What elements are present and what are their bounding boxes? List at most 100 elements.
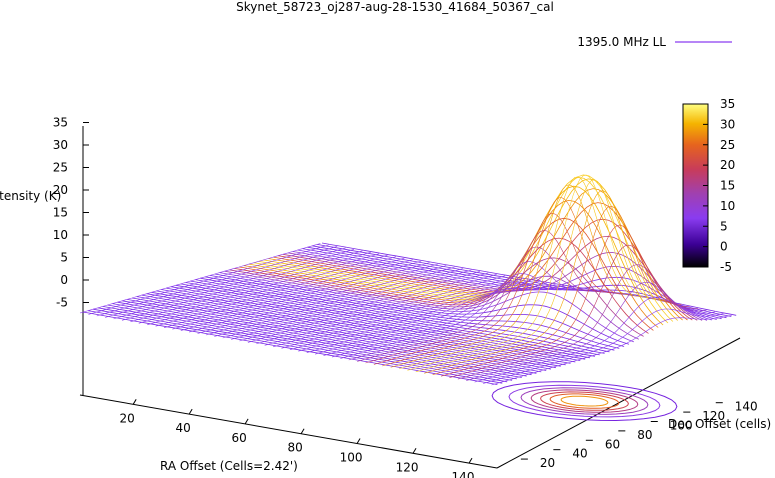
surface-row — [234, 237, 649, 334]
x-tick-mark — [244, 418, 249, 425]
x-tick-mark — [300, 428, 305, 434]
surface-column — [331, 282, 573, 358]
surface-column — [315, 284, 556, 355]
legend-label: 1395.0 MHz LL — [577, 35, 666, 49]
surface-row — [146, 293, 561, 367]
colorbar-tick-label: 10 — [720, 199, 735, 213]
x-tick-mark — [132, 399, 137, 405]
contour-line — [508, 384, 661, 418]
surface-row — [190, 280, 605, 354]
y-tick-label: 60 — [605, 437, 620, 451]
colorbar-tick-label: 5 — [720, 219, 728, 233]
surface-column — [214, 266, 455, 337]
z-tick-label: 30 — [53, 138, 68, 152]
x-tick-mark — [468, 457, 473, 464]
surface-row — [88, 310, 503, 384]
surface-column — [189, 262, 430, 333]
y-tick-label: 80 — [637, 428, 652, 442]
surface-row — [117, 301, 532, 376]
surface-row — [282, 235, 698, 321]
x-tick-label: 140 — [452, 470, 475, 478]
surface-column — [432, 205, 674, 375]
surface-row — [302, 248, 717, 320]
surface-column — [239, 271, 480, 342]
y-tick-label: 20 — [540, 456, 555, 470]
surface-row — [112, 303, 527, 377]
surface-row — [170, 286, 586, 360]
z-tick-label: 20 — [53, 183, 68, 197]
surface-row — [161, 289, 576, 363]
z-tick-label: 35 — [53, 116, 68, 130]
x-tick-label: 100 — [340, 451, 363, 465]
colorbar-tick-label: -5 — [720, 260, 732, 274]
surface-column — [105, 247, 346, 318]
surface-column — [474, 296, 716, 383]
surface-row — [214, 273, 630, 345]
surface-row — [151, 291, 566, 366]
colorbar-tick-label: 30 — [720, 117, 735, 131]
surface-column — [373, 212, 615, 365]
surface-column — [449, 244, 690, 378]
surface-column — [415, 179, 657, 373]
x-tick-mark — [356, 438, 361, 444]
surface-row — [224, 270, 639, 340]
z-tick-label: 5 — [60, 251, 68, 265]
surface-column — [340, 273, 581, 359]
surface-row — [83, 311, 498, 385]
surface-row — [287, 252, 703, 321]
surface-column — [491, 314, 732, 386]
surface-row — [127, 299, 542, 373]
surface-row — [278, 218, 693, 321]
x-tick-label: 40 — [176, 421, 191, 435]
surface-column — [197, 263, 438, 334]
surface-row — [243, 199, 659, 328]
x-tick-label: 20 — [120, 411, 135, 425]
colorbar-tick-label: 15 — [720, 179, 735, 193]
chart-title: Skynet_58723_oj287-aug-28-1530_41684_503… — [236, 0, 554, 14]
x-axis-label: RA Offset (Cells=2.42') — [160, 459, 298, 473]
surface-column — [155, 256, 396, 327]
surface-column — [138, 253, 380, 324]
contour-line — [549, 393, 620, 409]
surface-column — [289, 279, 531, 350]
x-tick-label: 80 — [287, 441, 302, 455]
surface-column — [298, 281, 539, 352]
contour-line — [530, 389, 639, 413]
surface-column — [222, 268, 464, 339]
surface-column — [130, 252, 371, 323]
contour-line — [491, 381, 678, 422]
contour-line — [560, 395, 609, 407]
surface-row — [219, 272, 635, 343]
x-tick-mark — [188, 408, 193, 415]
surface-row — [185, 282, 600, 356]
surface-column — [306, 282, 548, 353]
surface-column — [457, 264, 699, 380]
surface-column — [348, 261, 590, 361]
surface-row — [229, 257, 644, 337]
surface-column — [88, 244, 329, 315]
surface-mesh — [79, 174, 737, 386]
y-tick-label: 40 — [572, 447, 587, 461]
surface-column — [357, 246, 598, 362]
surface-column — [247, 272, 489, 343]
colorbar-tick-label: 0 — [720, 240, 728, 254]
contour-lines — [491, 381, 678, 422]
surface-row — [253, 176, 669, 324]
surface-column — [264, 275, 506, 346]
surface-row — [156, 290, 571, 364]
surface-column — [79, 243, 321, 314]
colorbar-tick-label: 35 — [720, 97, 735, 111]
surface-row — [141, 294, 556, 369]
z-tick-label: 0 — [60, 273, 68, 287]
surface-column — [323, 285, 564, 356]
surface-row — [297, 249, 712, 321]
surface-column — [96, 246, 338, 317]
colorbar-ticks: -5 0 5 10 15 20 25 30 35 — [703, 97, 735, 274]
surface-column — [424, 190, 665, 374]
z-axis-label: Intensity (K) — [0, 189, 61, 203]
surface-row — [107, 304, 522, 378]
surface-column — [365, 230, 606, 364]
surface-column — [466, 281, 707, 381]
surface-column — [113, 249, 355, 320]
